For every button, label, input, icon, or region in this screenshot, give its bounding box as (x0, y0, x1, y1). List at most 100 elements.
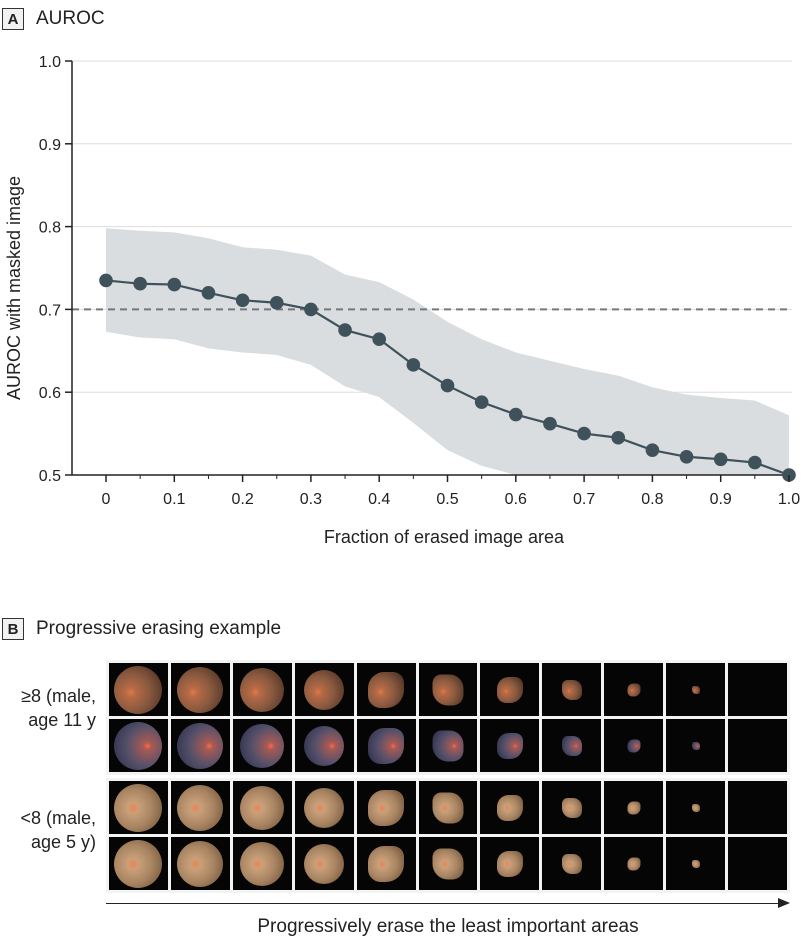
fundus-image-fragment (114, 783, 163, 832)
fundus-image-fragment (561, 853, 582, 874)
panel-b-title: Progressive erasing example (36, 618, 282, 639)
fundus-image-fragment (114, 721, 163, 770)
fundus-image-fragment (561, 797, 582, 818)
panel-a-header: A AUROC (2, 8, 105, 30)
x-tick-label: 0 (102, 491, 111, 508)
erasing-thumbnail (418, 837, 478, 890)
progress-arrow-line (106, 903, 780, 904)
erasing-thumbnail (356, 719, 416, 772)
erasing-thumbnail (728, 837, 787, 890)
fundus-image-fragment (114, 665, 163, 714)
erasing-thumbnail (542, 837, 602, 890)
erasing-thumbnail (728, 663, 787, 716)
data-point (645, 443, 660, 457)
x-tick-label: 0.3 (300, 491, 322, 508)
erasing-thumbnail (604, 663, 664, 716)
erasing-thumbnail (356, 837, 416, 890)
data-point (235, 293, 250, 308)
fundus-image-fragment (240, 667, 285, 712)
erasing-thumbnail (418, 781, 478, 834)
fundus-image-fragment (368, 727, 405, 764)
erasing-thumbnail (170, 663, 230, 716)
fundus-image-fragment (561, 679, 582, 700)
erasing-thumbnail (294, 719, 354, 772)
data-point (440, 378, 455, 393)
erasing-thumbnail (542, 781, 602, 834)
y-axis-title: AUROC with masked image (4, 176, 24, 400)
data-point (372, 332, 387, 347)
fundus-image-fragment (240, 841, 285, 886)
erasing-thumbnail (666, 781, 726, 834)
fundus-image-fragment (627, 739, 641, 752)
fundus-image-fragment (627, 801, 641, 814)
group-label-older-line1: ≥8 (male, (21, 686, 96, 706)
x-tick-label: 0.4 (368, 491, 390, 508)
data-point (304, 302, 318, 317)
erasing-thumbnail (170, 837, 230, 890)
fundus-image-fragment (496, 794, 523, 821)
erasing-thumbnail (604, 781, 664, 834)
fundus-image-fragment (177, 666, 224, 713)
fundus-image-fragment (177, 784, 224, 831)
fundus-image-fragment (691, 741, 700, 750)
group-label-older: ≥8 (male, age 11 y (0, 684, 96, 732)
erasing-thumbnail (604, 837, 664, 890)
data-point (509, 407, 523, 422)
panel-a-letter: A (2, 8, 24, 30)
erasing-thumbnail (356, 781, 416, 834)
fundus-image-fragment (432, 730, 464, 761)
fundus-image-fragment (304, 669, 345, 710)
erasing-thumbnail (480, 837, 540, 890)
y-tick-label: 0.5 (39, 468, 61, 485)
data-point (99, 273, 113, 288)
erasing-thumbnail (170, 719, 230, 772)
erasing-thumbnail (542, 719, 602, 772)
fundus-image-fragment (496, 676, 523, 703)
progress-arrow-head (778, 898, 790, 908)
erasing-thumbnail (232, 663, 292, 716)
erasing-thumbnail (666, 837, 726, 890)
confidence-band (106, 228, 789, 475)
y-tick-label: 0.7 (39, 302, 61, 319)
erasing-thumbnail (232, 781, 292, 834)
data-point (577, 426, 591, 441)
panel-a-title: AUROC (36, 8, 105, 29)
erasing-thumbnail (728, 719, 787, 772)
erasing-thumbnail (294, 837, 354, 890)
erasing-thumbnail (666, 719, 726, 772)
fundus-image-fragment (627, 683, 641, 696)
x-tick-label: 1.0 (778, 491, 800, 508)
data-point (201, 286, 216, 300)
erasing-thumbnail (480, 663, 540, 716)
fundus-image-fragment (496, 732, 523, 759)
fundus-image-fragment (304, 787, 345, 828)
x-tick-label: 0.1 (163, 491, 185, 508)
erasing-thumbnail (109, 837, 168, 890)
erasing-thumbnail (109, 719, 168, 772)
erasing-thumbnail (604, 719, 664, 772)
tick-layer: 0.5 0.6 0.7 0.8 0.9 1.0 0 0.1 0.2 0.3 0.4 0.5 0.6 0.7… (39, 54, 800, 508)
axis-layer (71, 61, 792, 476)
group-label-younger-line1: <8 (male, (20, 808, 96, 828)
group-label-younger-line2: age 5 y) (30, 832, 96, 852)
data-point (338, 323, 352, 337)
erasing-thumbnail (418, 719, 478, 772)
erasing-thumbnail (480, 719, 540, 772)
data-point (543, 416, 557, 431)
x-tick-label: 0.5 (436, 491, 458, 508)
erasing-thumbnail (170, 781, 230, 834)
erasing-thumbnail (294, 781, 354, 834)
fundus-image-fragment (496, 850, 523, 877)
y-tick-label: 0.6 (39, 385, 61, 402)
x-axis-title: Fraction of erased image area (324, 527, 565, 547)
panel-b-header: B Progressive erasing example (2, 618, 281, 640)
fundus-image-fragment (691, 803, 700, 812)
data-point (713, 452, 728, 467)
x-tick-label: 0.7 (573, 491, 595, 508)
x-tick-label: 0.6 (505, 491, 527, 508)
data-point (133, 276, 147, 291)
y-tick-label: 1.0 (39, 54, 61, 71)
arrow-caption: Progressively erase the least important … (257, 916, 639, 937)
group-label-older-line2: age 11 y (28, 710, 96, 730)
erasing-thumbnail (728, 781, 787, 834)
